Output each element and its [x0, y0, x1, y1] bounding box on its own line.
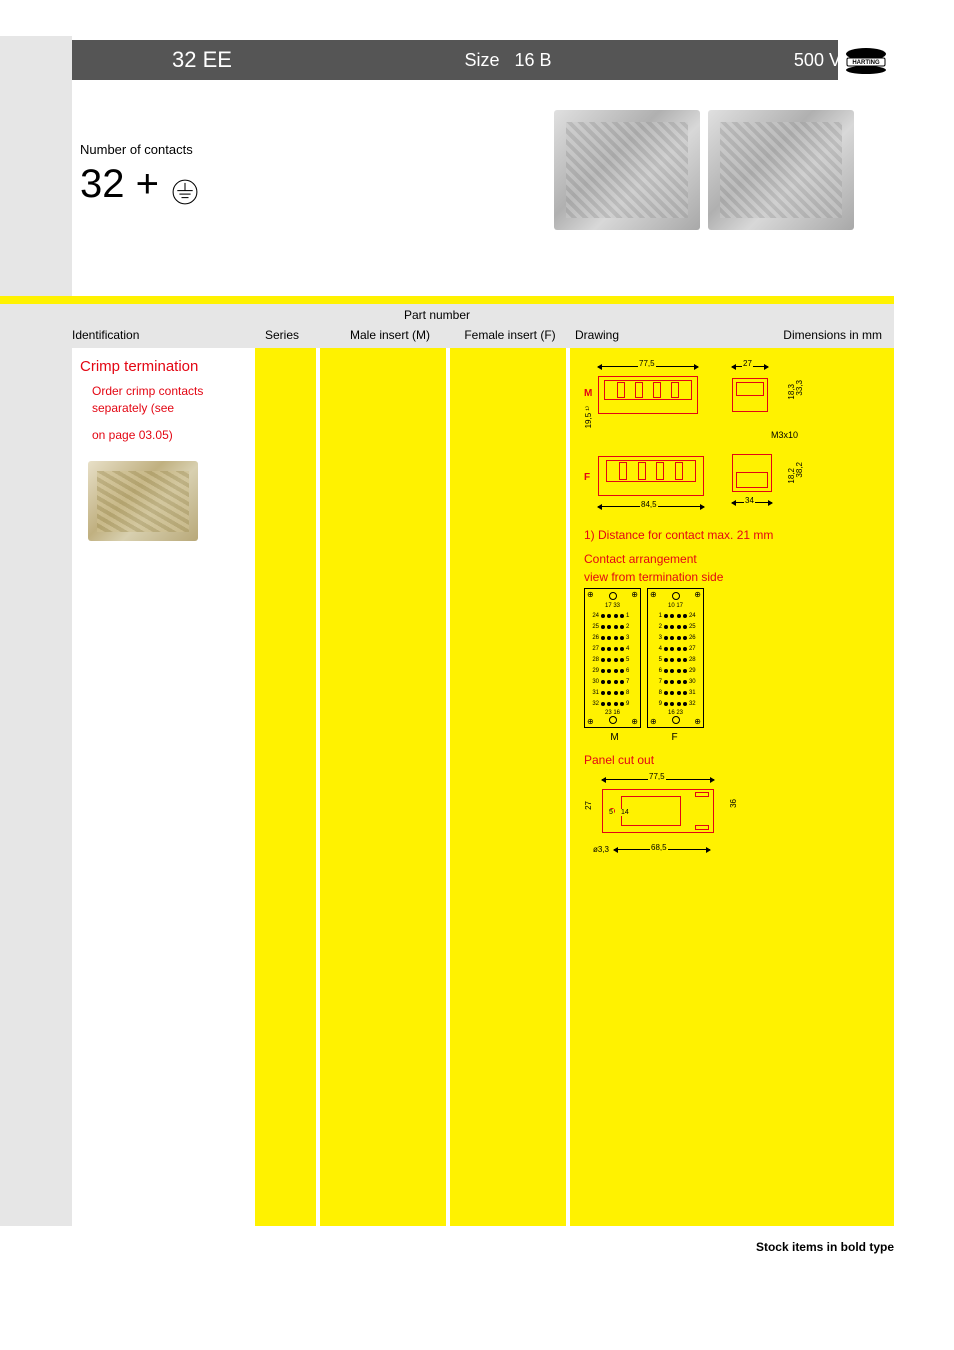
arrangement-m-label: M [610, 732, 618, 743]
contacts-number: 32 + [80, 162, 159, 207]
drawing-note-1: 1) Distance for contact max. 21 mm [584, 528, 880, 542]
product-photos [554, 110, 854, 230]
header-size-label: Size [464, 50, 499, 70]
panel-inner: 14 [620, 809, 630, 816]
col-male: Male insert (M) [330, 328, 450, 342]
dim-side-w: 27 [742, 359, 753, 368]
arrangement-title-2: view from termination side [584, 570, 880, 584]
arrangement-female: ⊕⊕ ⊕⊕ 10 1712422532642752862973083193216… [647, 588, 704, 728]
contacts-label: Number of contacts [80, 142, 193, 157]
col-partnumber: Part number [330, 308, 544, 322]
page-header: 32 EE Size 16 B 500 V 16 A [72, 40, 894, 80]
dim-width-f: 84,5 [640, 500, 658, 509]
cell-male [320, 348, 450, 1226]
panel-w: 77,5 [648, 772, 666, 781]
header-model: 32 EE [72, 47, 332, 73]
col-identification: Identification [72, 328, 139, 342]
table-body: Crimp termination Order crimp contacts s… [60, 348, 894, 1226]
col-female: Female insert (F) [450, 328, 570, 342]
cell-female [450, 348, 570, 1226]
product-photo-male [708, 110, 854, 230]
header-size-value: 16 B [515, 50, 552, 70]
product-photo-female [554, 110, 700, 230]
dim-side-h2: 33,3 [795, 380, 804, 396]
ident-note-3: on page 03.05) [92, 427, 255, 444]
dim-side-f2: 38,2 [795, 462, 804, 478]
ident-note-1: Order crimp contacts [92, 383, 255, 400]
cell-drawing: 77,5 M 19,5 ¹⁾ 27 [570, 348, 894, 1226]
contact-arrangement: ⊕⊕ ⊕⊕ 17 3324125226327428529630731832923… [584, 588, 704, 728]
yellow-divider [0, 296, 894, 304]
brand-text: HARTING [852, 60, 880, 66]
arrangement-title-1: Contact arrangement [584, 552, 880, 566]
col-dims: Dimensions in mm [783, 328, 882, 342]
ground-icon [171, 171, 199, 199]
panel-h: 27 [584, 801, 593, 810]
dim-width-m: 77,5 [638, 359, 656, 368]
contacts-value: 32 + [80, 162, 199, 207]
drawing-female-side: 18,2 38,2 34 [726, 444, 786, 518]
panel-title: Panel cut out [584, 753, 880, 767]
cell-identification: Crimp termination Order crimp contacts s… [60, 348, 255, 1226]
col-series: Series [265, 328, 299, 342]
m-label: M [584, 388, 592, 399]
stock-note: Stock items in bold type [756, 1240, 894, 1254]
ident-note-2: separately (see [92, 400, 255, 417]
arrangement-male: ⊕⊕ ⊕⊕ 17 3324125226327428529630731832923… [584, 588, 641, 728]
panel-off: 5 [608, 809, 614, 816]
cell-series [255, 348, 320, 1226]
header-size: Size 16 B [332, 50, 684, 71]
dim-height-m: 19,5 ¹⁾ [584, 406, 593, 428]
panel-bottom: 68,5 [650, 843, 668, 852]
table-header: Part number Identification Series Male i… [60, 304, 894, 348]
drawing-male-top: 77,5 M 19,5 ¹⁾ [584, 360, 714, 430]
drawing-female-top: F 84,5 [584, 444, 714, 518]
drawing-male-side: 27 18,3 33,3 [726, 360, 786, 430]
brand-logo: HARTING [838, 40, 894, 80]
fix-label: M3x10 [584, 430, 798, 440]
panel-phi: ø3,3 [592, 845, 610, 854]
dim-side-fw: 34 [744, 496, 755, 505]
col-drawing: Drawing [575, 328, 619, 342]
panel-cutout-drawing: 77,5 27 5 14 36 ø3,3 68,5 [584, 771, 734, 861]
panel-rh: 36 [729, 799, 738, 808]
f-label: F [584, 472, 590, 483]
arrangement-f-label: F [671, 732, 677, 743]
crimp-photo [88, 461, 198, 541]
ident-title: Crimp termination [80, 356, 255, 377]
